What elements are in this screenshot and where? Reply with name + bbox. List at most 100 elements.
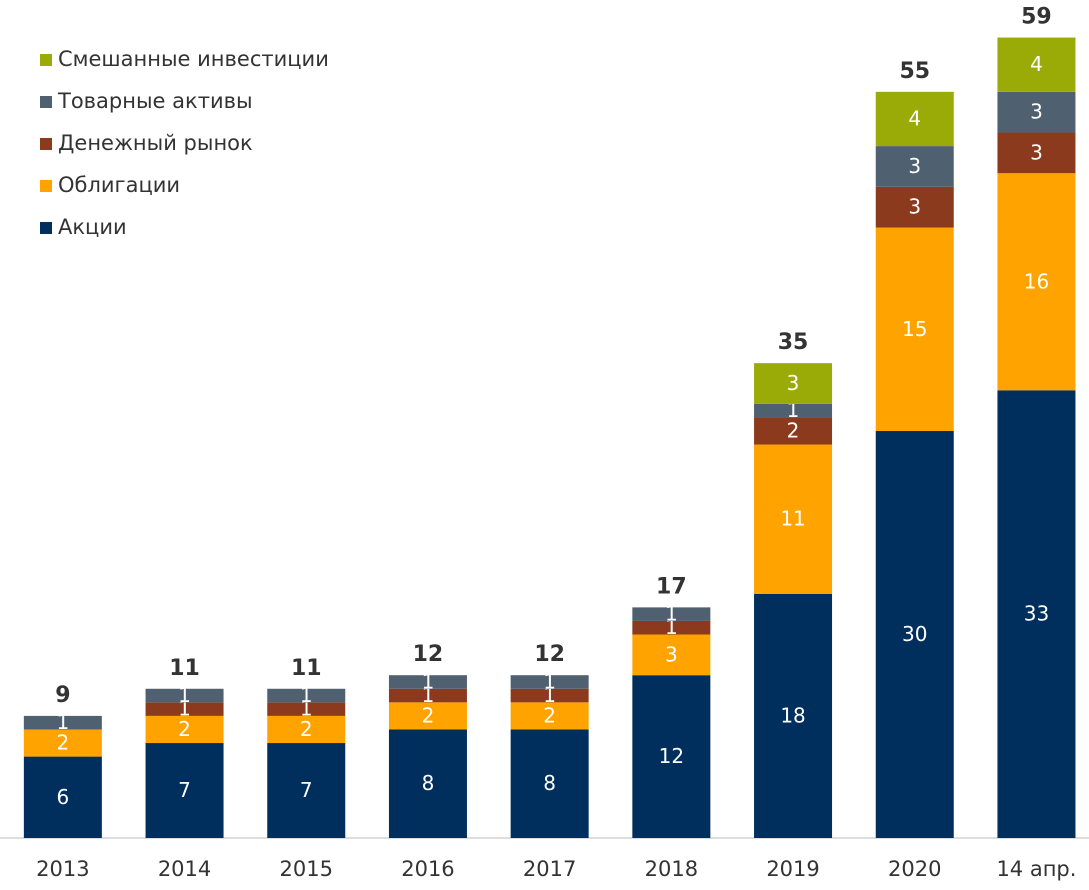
bar-segment	[754, 417, 833, 445]
segment-label: 1	[422, 683, 435, 707]
total-label: 12	[413, 642, 444, 667]
x-tick-label: 2018	[645, 857, 698, 881]
legend-swatch	[40, 96, 52, 108]
segment-label: 4	[908, 106, 921, 130]
bar-segment	[145, 688, 224, 703]
segment-label: 3	[908, 195, 921, 219]
x-tick-label: 2014	[158, 857, 211, 881]
segment-label: 1	[178, 683, 191, 707]
bar-segment	[267, 702, 346, 716]
segment-label: 18	[780, 703, 805, 727]
bar-segment	[632, 634, 711, 676]
bar-segment	[510, 675, 589, 689]
legend-label: Денежный рынок	[58, 131, 253, 155]
bar-segment	[145, 743, 224, 838]
bar-segment	[267, 688, 346, 703]
bar-segment	[23, 756, 102, 838]
bar-segment	[388, 729, 467, 838]
segment-label: 4	[1030, 52, 1043, 76]
segment-label: 1	[300, 683, 313, 707]
bar-segment	[754, 593, 833, 838]
legend-label: Облигации	[58, 173, 180, 197]
bar-segment	[997, 173, 1076, 391]
bar-segment	[997, 37, 1076, 92]
bar-segment	[145, 702, 224, 716]
segment-label: 1	[300, 697, 313, 721]
segment-label: 1	[56, 710, 69, 734]
x-tick-label: 2015	[280, 857, 333, 881]
segment-label: 3	[908, 154, 921, 178]
bar-segment	[754, 403, 833, 418]
bar-segment	[632, 620, 711, 635]
bar-segment	[632, 675, 711, 838]
bar-segment	[388, 675, 467, 689]
bar-segment	[145, 715, 224, 744]
bar-segment	[754, 363, 833, 404]
segment-label: 1	[787, 398, 800, 422]
legend-label: Акции	[58, 215, 127, 239]
total-label: 9	[55, 683, 70, 708]
bar-segment	[875, 91, 954, 147]
total-label: 35	[778, 330, 809, 355]
segment-label: 6	[56, 785, 69, 809]
bar-segment	[267, 715, 346, 744]
bar-segment	[754, 444, 833, 594]
x-tick-label: 2017	[523, 857, 576, 881]
total-label: 55	[899, 59, 930, 84]
legend-swatch	[40, 54, 52, 66]
bar-segment	[510, 729, 589, 838]
legend-swatch	[40, 180, 52, 192]
segment-label: 33	[1024, 602, 1049, 626]
total-label: 11	[291, 656, 322, 681]
total-label: 11	[169, 656, 200, 681]
bar-segment	[510, 702, 589, 730]
bar-segment	[875, 431, 954, 838]
segment-label: 2	[178, 717, 191, 741]
bar-segment	[267, 743, 346, 838]
segment-label: 2	[300, 717, 313, 741]
legend-swatch	[40, 222, 52, 234]
bar-segment	[997, 91, 1076, 133]
segment-label: 1	[178, 697, 191, 721]
bar-segment	[388, 688, 467, 703]
legend-swatch	[40, 138, 52, 150]
segment-label: 1	[543, 669, 556, 693]
segment-label: 16	[1024, 269, 1049, 293]
segment-label: 11	[780, 507, 805, 531]
bar-segment	[875, 146, 954, 187]
legend-label: Товарные активы	[57, 89, 253, 113]
segment-label: 3	[787, 371, 800, 395]
segment-label: 3	[1030, 100, 1043, 124]
x-tick-label: 2019	[766, 857, 819, 881]
segment-label: 2	[543, 703, 556, 727]
segment-label: 8	[543, 771, 556, 795]
total-label: 12	[534, 642, 565, 667]
bar-segment	[997, 132, 1076, 174]
bar-segment	[997, 390, 1076, 838]
bar-segment	[23, 729, 102, 757]
bar-segment	[875, 186, 954, 228]
segment-label: 1	[665, 615, 678, 639]
segment-label: 3	[665, 642, 678, 666]
segment-label: 12	[659, 744, 684, 768]
x-tick-label: 2013	[36, 857, 89, 881]
x-tick-label: 2020	[888, 857, 941, 881]
legend-label: Смешанные инвестиции	[58, 47, 329, 71]
bar-segment	[632, 607, 711, 621]
total-label: 17	[656, 574, 687, 599]
segment-label: 1	[543, 683, 556, 707]
segment-label: 2	[787, 419, 800, 443]
total-label: 59	[1021, 5, 1052, 30]
segment-label: 2	[422, 703, 435, 727]
segment-label: 3	[1030, 140, 1043, 164]
bar-segment	[875, 227, 954, 431]
segment-label: 1	[422, 669, 435, 693]
segment-label: 30	[902, 622, 927, 646]
x-tick-label: 14 апр.	[996, 857, 1076, 881]
bar-segment	[510, 688, 589, 703]
bar-segment	[388, 702, 467, 730]
segment-label: 7	[178, 778, 191, 802]
segment-label: 8	[422, 771, 435, 795]
x-tick-label: 2016	[401, 857, 454, 881]
